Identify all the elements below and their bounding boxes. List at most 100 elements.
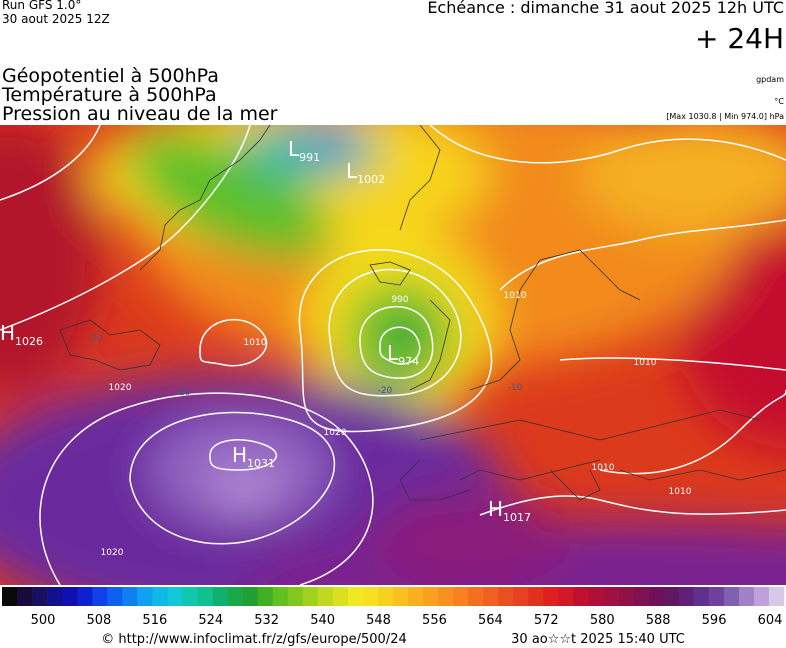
swatch	[302, 587, 319, 606]
swatch	[317, 587, 334, 606]
center-value: 1031	[247, 457, 275, 470]
unit: °C	[774, 97, 784, 106]
scale-label: 524	[198, 613, 223, 628]
swatch	[122, 587, 138, 606]
swatch	[768, 587, 785, 606]
run-date: 30 aout 2025 12Z	[2, 12, 110, 26]
swatch	[77, 587, 93, 606]
scale-label: 596	[702, 613, 727, 628]
swatch	[393, 587, 409, 606]
scale-label: 580	[590, 613, 615, 628]
swatch	[167, 587, 183, 606]
unit: gpdam	[756, 75, 784, 84]
swatch	[257, 587, 273, 606]
swatch	[197, 587, 213, 606]
source: © http://www.infoclimat.fr/z/gfs/europe/…	[101, 632, 407, 647]
isobar-label: 1010	[504, 291, 527, 301]
swatch	[272, 587, 289, 606]
swatch	[242, 587, 258, 606]
coastlines	[59, 125, 786, 501]
pressure-center: H1031	[232, 443, 275, 470]
swatch	[182, 587, 198, 606]
pressure-center: L974	[387, 341, 419, 368]
swatch	[468, 587, 484, 606]
scale-label: 564	[478, 613, 503, 628]
scale-label: 604	[758, 613, 783, 628]
swatch	[543, 587, 559, 606]
color-scale: 500 508 516 524 532 540 548 556 564 572 580 588 596 6…	[2, 587, 785, 628]
title: Géopotentiel à 500hPa	[2, 65, 219, 87]
swatch	[287, 587, 304, 606]
isobar-label: 1020	[324, 428, 347, 438]
swatch	[678, 587, 695, 606]
swatch	[708, 587, 725, 606]
pressure-center: H1017	[488, 497, 531, 524]
swatch	[408, 587, 424, 606]
swatch	[47, 587, 63, 606]
swatch	[528, 587, 544, 606]
pressure-center: H1026	[0, 321, 43, 348]
swatch	[332, 587, 349, 606]
run: Run GFS 1.0°	[2, 0, 81, 12]
swatch	[137, 587, 153, 606]
swatch	[513, 587, 529, 606]
isobar-label: 1010	[592, 463, 615, 473]
swatch	[603, 587, 619, 606]
temperature-label: -20	[88, 334, 103, 344]
swatch	[438, 587, 454, 606]
scale-label: 516	[142, 613, 167, 628]
center-value: 1017	[503, 511, 531, 524]
center-value: 991	[299, 151, 320, 164]
temperature-label: -20	[378, 386, 393, 396]
scale-label: 540	[310, 613, 335, 628]
swatch	[723, 587, 740, 606]
isobar-label: 1010	[244, 338, 267, 348]
center-letter: H	[488, 497, 503, 521]
pressure-center: L991	[288, 137, 320, 164]
scale-label: 556	[422, 613, 447, 628]
swatch	[212, 587, 228, 606]
title: Pression au niveau de la mer	[2, 103, 278, 125]
center-letter: L	[387, 341, 399, 365]
swatch	[92, 587, 108, 606]
isobar-label: 1010	[634, 358, 657, 368]
swatch	[62, 587, 78, 606]
swatch	[753, 587, 770, 606]
swatch	[738, 587, 755, 606]
lead-time: + 24H	[695, 22, 784, 55]
swatch	[573, 587, 589, 606]
scale-label: 500	[31, 613, 56, 628]
swatch	[362, 587, 379, 606]
valid-time: Echéance : dimanche 31 aout 2025 12h UTC	[427, 0, 784, 17]
swatch	[693, 587, 710, 606]
swatch	[17, 587, 33, 606]
center-value: 1026	[15, 335, 43, 348]
generated: 30 ao☆☆t 2025 15:40 UTC	[511, 632, 685, 647]
center-letter: L	[288, 137, 300, 161]
swatch	[558, 587, 574, 606]
center-value: 1002	[357, 173, 385, 186]
swatch	[152, 587, 168, 606]
isobar-label: 1020	[109, 383, 132, 393]
isobar-label: 1020	[101, 548, 124, 558]
swatch	[633, 587, 649, 606]
scale-label: 548	[366, 613, 391, 628]
swatch	[618, 587, 634, 606]
swatch	[423, 587, 439, 606]
swatch	[347, 587, 364, 606]
center-value: 974	[398, 355, 419, 368]
center-letter: H	[232, 443, 247, 467]
temperature-label: -10	[176, 388, 191, 398]
center-letter: L	[346, 159, 358, 183]
swatch	[483, 587, 499, 606]
swatch	[107, 587, 123, 606]
center-letter: H	[0, 321, 15, 345]
scale-label: 572	[534, 613, 559, 628]
swatch	[453, 587, 469, 606]
swatch	[498, 587, 514, 606]
scale-label: 508	[87, 613, 112, 628]
